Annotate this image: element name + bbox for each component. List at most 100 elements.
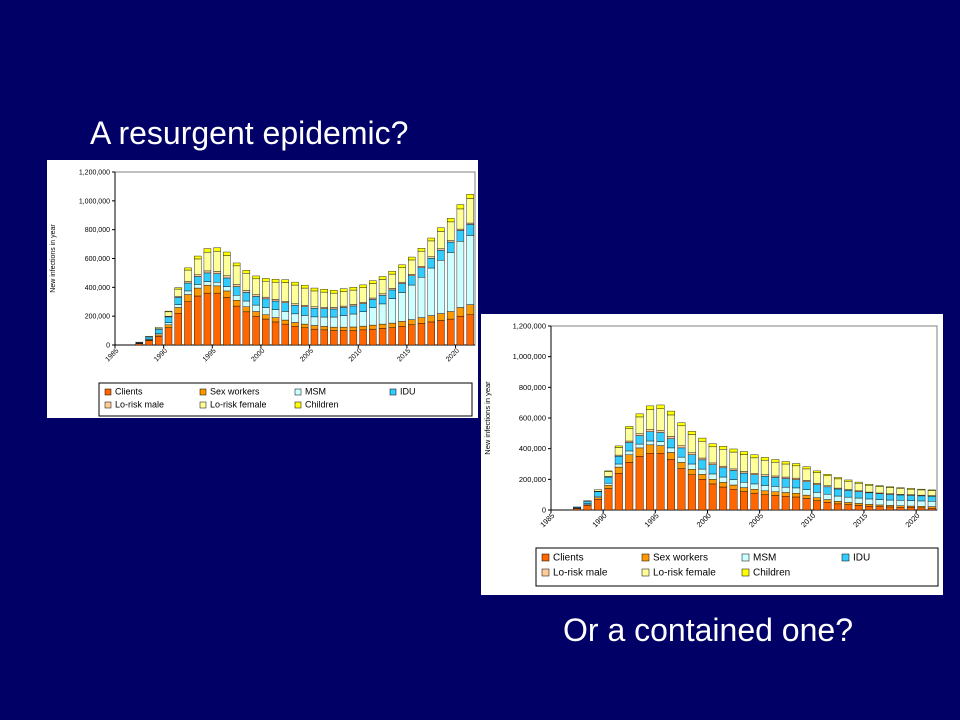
- bar-msm-2002: [729, 479, 738, 486]
- bar-lo-risk-female-2019: [906, 488, 915, 495]
- bar-sex-workers-1989: [155, 334, 163, 337]
- bar-lo-risk-female-2004: [301, 287, 309, 306]
- bar-idu-2009: [802, 481, 811, 490]
- bar-children-2000: [262, 278, 270, 282]
- bar-msm-1990: [604, 482, 613, 486]
- y-tick-label: 0: [106, 343, 110, 350]
- bar-idu-2004: [750, 474, 759, 485]
- bar-sex-workers-1994: [203, 284, 212, 294]
- legend-label-lo-risk-female: Lo-risk female: [653, 568, 716, 579]
- bar-msm-1999: [252, 304, 260, 312]
- bar-lo-risk-female-2008: [339, 291, 348, 307]
- bar-children-2020: [917, 488, 926, 491]
- bar-lo-risk-male-1992: [625, 440, 634, 443]
- legend-label-idu: IDU: [400, 387, 416, 397]
- bar-children-2015: [408, 256, 416, 261]
- bar-clients-2000: [708, 483, 717, 511]
- bar-lo-risk-male-2020: [456, 228, 465, 231]
- bar-lo-risk-male-2002: [729, 468, 738, 471]
- bar-lo-risk-male-2009: [349, 304, 358, 307]
- bar-lo-risk-male-1997: [677, 445, 686, 449]
- bar-lo-risk-male-2019: [446, 240, 455, 243]
- bar-clients-2018: [896, 507, 905, 511]
- bar-lo-risk-male-2008: [792, 477, 801, 480]
- bar-clients-1991: [614, 472, 623, 511]
- chart-resurgent: 0 200,000 400,000 600,000 800,000 1,000,000 1,…: [47, 160, 478, 418]
- bar-msm-2021: [466, 235, 474, 305]
- x-tick-label: 2010: [799, 511, 817, 529]
- bar-lo-risk-female-1988: [145, 336, 153, 338]
- bar-lo-risk-female-1995: [213, 251, 221, 272]
- bar-lo-risk-female-2013: [388, 273, 396, 289]
- legend-swatch-lo-risk-female: [641, 568, 650, 577]
- bar-idu-2014: [398, 283, 406, 293]
- bar-sex-workers-1997: [677, 462, 686, 469]
- bar-idu-2005: [760, 476, 769, 486]
- bar-clients-1990: [604, 488, 613, 511]
- legend-label-msm: MSM: [753, 553, 776, 564]
- bar-clients-1997: [232, 305, 241, 346]
- bar-children-2001: [271, 279, 280, 283]
- bar-children-2012: [833, 477, 842, 480]
- bar-lo-risk-female-2001: [719, 449, 728, 467]
- bar-children-2017: [427, 237, 435, 242]
- bar-sex-workers-2018: [437, 313, 445, 321]
- bar-children-1991: [174, 287, 182, 290]
- bar-lo-risk-male-2004: [750, 472, 759, 475]
- bar-idu-1994: [646, 431, 655, 442]
- y-tick-label: 200,000: [85, 314, 110, 321]
- bar-idu-1990: [604, 476, 613, 484]
- bar-clients-2008: [339, 330, 348, 346]
- bar-lo-risk-female-2011: [823, 475, 832, 486]
- bar-sex-workers-2019: [446, 311, 455, 320]
- bar-sex-workers-2005: [760, 490, 769, 495]
- bar-lo-risk-female-1991: [174, 288, 182, 297]
- bar-sex-workers-2015: [865, 504, 874, 507]
- bar-msm-2011: [369, 307, 377, 326]
- bar-idu-2010: [359, 303, 367, 312]
- bar-idu-1995: [656, 432, 665, 442]
- bar-lo-risk-female-2020: [456, 208, 465, 230]
- bar-children-2010: [813, 470, 821, 473]
- bar-children-2016: [417, 248, 426, 252]
- bar-lo-risk-male-1996: [223, 275, 231, 279]
- bar-lo-risk-female-2016: [417, 250, 426, 267]
- bar-clients-2020: [917, 507, 926, 511]
- bar-idu-1995: [213, 273, 221, 283]
- bar-lo-risk-male-1998: [687, 452, 696, 456]
- x-tick-label: 1990: [153, 347, 169, 363]
- bar-idu-1990: [164, 316, 173, 323]
- bar-children-2006: [771, 459, 780, 463]
- bar-msm-1991: [174, 304, 182, 308]
- legend-label-msm: MSM: [305, 387, 326, 397]
- bar-msm-2012: [833, 495, 842, 502]
- bar-idu-2005: [310, 308, 319, 318]
- bar-clients-2010: [813, 500, 821, 511]
- bar-sex-workers-2002: [281, 319, 289, 325]
- bar-lo-risk-female-2018: [896, 488, 905, 495]
- bar-msm-2017: [886, 499, 895, 506]
- bar-lo-risk-female-1993: [193, 258, 202, 275]
- bar-children-2021: [927, 489, 936, 491]
- bar-lo-risk-female-1992: [625, 428, 634, 442]
- bar-idu-2019: [446, 241, 455, 253]
- bar-lo-risk-female-2009: [349, 289, 358, 305]
- bar-lo-risk-female-2015: [408, 259, 416, 275]
- bar-sex-workers-2018: [896, 505, 905, 508]
- bar-lo-risk-female-2021: [466, 198, 474, 224]
- bar-msm-2016: [417, 277, 426, 318]
- bar-clients-1992: [625, 462, 634, 511]
- bar-lo-risk-female-1998: [242, 273, 251, 291]
- bar-msm-1995: [213, 282, 221, 287]
- bar-clients-2009: [349, 330, 358, 346]
- y-axis-title: New infections in year: [483, 381, 492, 455]
- bar-lo-risk-female-2005: [760, 459, 769, 475]
- bar-msm-1993: [635, 443, 644, 449]
- bar-msm-1990: [164, 322, 173, 326]
- bar-sex-workers-2004: [301, 323, 309, 328]
- bar-clients-2003: [291, 326, 299, 346]
- bar-lo-risk-male-2012: [378, 293, 387, 296]
- bar-idu-2015: [865, 492, 874, 500]
- bar-sex-workers-1990: [164, 324, 173, 328]
- bar-lo-risk-male-2006: [771, 475, 780, 478]
